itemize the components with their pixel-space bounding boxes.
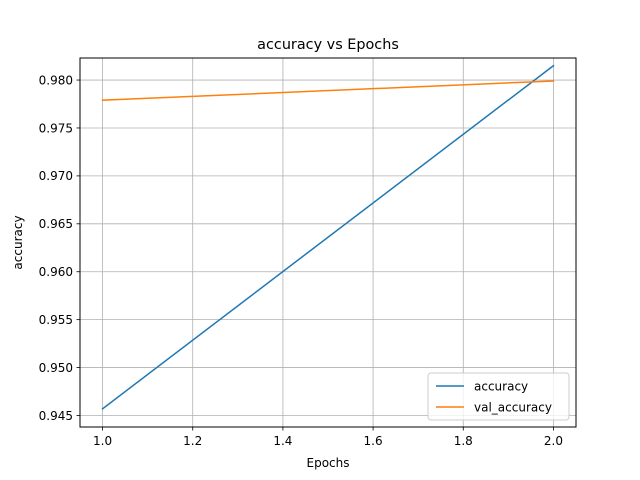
x-axis-title: Epochs	[307, 456, 350, 470]
x-tick-label: 1.6	[364, 434, 383, 448]
series-line-val-accuracy	[101, 80, 555, 101]
y-tick-label: 0.950	[39, 361, 73, 375]
x-tick-label: 1.0	[93, 434, 112, 448]
y-axis-title: accuracy	[11, 215, 25, 269]
y-tick-label: 0.955	[39, 313, 73, 327]
y-tick-label: 0.960	[39, 265, 73, 279]
x-axis-ticks: 1.0 1.2 1.4 1.6 1.8 2.0	[93, 427, 563, 448]
grid	[80, 58, 576, 427]
legend-label-val-accuracy: val_accuracy	[474, 401, 552, 415]
y-tick-label: 0.980	[39, 73, 73, 87]
y-tick-label: 0.970	[39, 169, 73, 183]
y-tick-label: 0.965	[39, 217, 73, 231]
series-line-accuracy	[101, 64, 555, 410]
series-lines	[101, 64, 555, 410]
y-tick-label: 0.945	[39, 409, 73, 423]
y-tick-label: 0.975	[39, 121, 73, 135]
legend: accuracy val_accuracy	[427, 372, 570, 421]
x-tick-label: 1.8	[454, 434, 473, 448]
plot-frame	[79, 57, 577, 428]
x-tick-label: 2.0	[544, 434, 563, 448]
x-tick-label: 1.4	[273, 434, 292, 448]
y-axis-ticks: 0.945 0.950 0.955 0.960 0.965 0.970 0.975 0.980	[39, 73, 80, 423]
chart-title: accuracy vs Epochs	[257, 37, 399, 53]
legend-box	[427, 372, 570, 421]
x-tick-label: 1.2	[183, 434, 202, 448]
legend-label-accuracy: accuracy	[474, 380, 528, 394]
